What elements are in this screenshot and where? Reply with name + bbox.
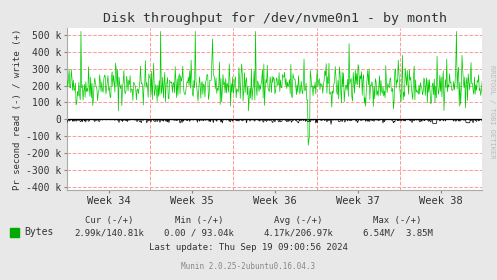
Text: Last update: Thu Sep 19 09:00:56 2024: Last update: Thu Sep 19 09:00:56 2024 — [149, 243, 348, 252]
Title: Disk throughput for /dev/nvme0n1 - by month: Disk throughput for /dev/nvme0n1 - by mo… — [102, 12, 447, 25]
Text: Min (-/+): Min (-/+) — [174, 216, 223, 225]
Text: Munin 2.0.25-2ubuntu0.16.04.3: Munin 2.0.25-2ubuntu0.16.04.3 — [181, 262, 316, 271]
Text: Cur (-/+): Cur (-/+) — [85, 216, 134, 225]
Text: 2.99k/140.81k: 2.99k/140.81k — [75, 228, 144, 237]
Text: 6.54M/  3.85M: 6.54M/ 3.85M — [363, 228, 432, 237]
Text: Bytes: Bytes — [24, 227, 53, 237]
Y-axis label: Pr second read (-) / write (+): Pr second read (-) / write (+) — [13, 29, 22, 190]
Text: 0.00 / 93.04k: 0.00 / 93.04k — [164, 228, 234, 237]
Text: 4.17k/206.97k: 4.17k/206.97k — [263, 228, 333, 237]
Text: Max (-/+): Max (-/+) — [373, 216, 422, 225]
Text: Avg (-/+): Avg (-/+) — [274, 216, 323, 225]
Text: RRDTOOL / TOBI OETIKER: RRDTOOL / TOBI OETIKER — [489, 65, 495, 159]
